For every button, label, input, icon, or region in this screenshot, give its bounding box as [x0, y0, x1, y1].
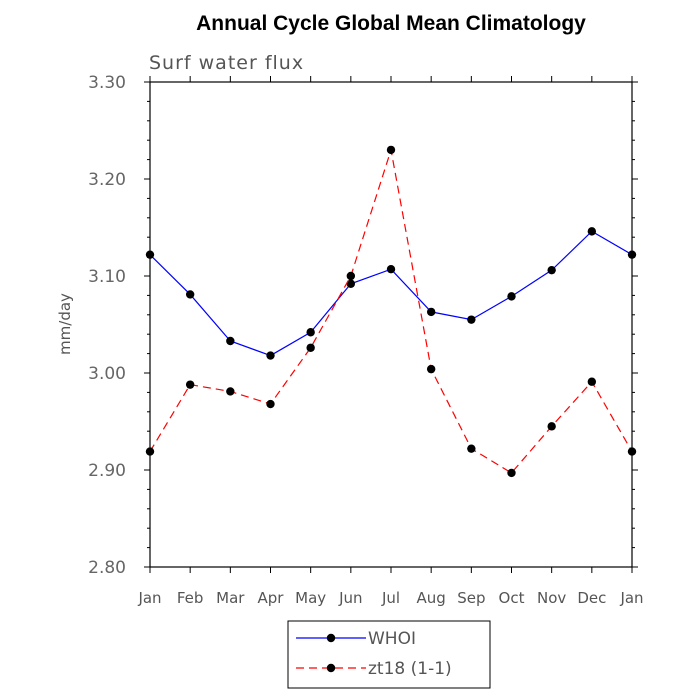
chart-subtitle: Surf water flux — [149, 52, 304, 74]
legend-box — [287, 620, 491, 689]
x-tick-label: Apr — [258, 589, 285, 607]
legend-label-1: zt18 (1-1) — [368, 659, 452, 679]
series-point-1 — [627, 447, 637, 456]
series-line-0 — [149, 230, 633, 357]
y-tick-label: 2.80 — [88, 558, 126, 578]
x-tick-label: Jan — [619, 589, 643, 607]
x-tick-label: Feb — [177, 589, 204, 607]
x-tick-label: Jul — [381, 589, 400, 607]
x-tick-label: Jun — [338, 589, 362, 607]
legend: WHOI zt18 (1-1) — [287, 620, 491, 689]
series-point-0 — [185, 290, 195, 299]
x-tick-label: Dec — [577, 589, 606, 607]
series-point-0 — [145, 250, 155, 259]
y-tick-label: 3.10 — [88, 267, 126, 287]
x-tick-label: Sep — [457, 589, 485, 607]
x-tick-label: Jan — [137, 589, 161, 607]
series-point-0 — [346, 279, 356, 288]
series-line-1 — [149, 149, 633, 474]
series-point-0 — [507, 292, 516, 301]
series-point-0 — [627, 250, 637, 259]
series-point-1 — [386, 145, 396, 155]
series-point-0 — [386, 265, 396, 274]
series-point-1 — [226, 387, 235, 396]
y-tick-label: 3.30 — [88, 73, 126, 93]
legend-marker-1 — [326, 663, 336, 673]
x-tick-label: Mar — [216, 589, 245, 607]
plot-area: 2.80 2.90 3.00 3.10 3.20 3.30 Jan Feb Mar Apr May J… — [88, 73, 643, 607]
series-point-0 — [587, 227, 597, 236]
series-point-1 — [587, 377, 597, 386]
series-point-1 — [306, 343, 315, 352]
series-point-0 — [226, 336, 235, 346]
series-point-1 — [426, 364, 436, 374]
series-point-1 — [145, 447, 155, 456]
series-point-1 — [467, 444, 476, 453]
series-point-0 — [426, 307, 436, 317]
series-point-1 — [507, 468, 516, 478]
y-tick-label: 2.90 — [88, 461, 126, 481]
series-point-0 — [306, 328, 315, 337]
series-point-1 — [185, 380, 195, 389]
series-point-1 — [346, 271, 356, 281]
x-tick-label: Oct — [499, 589, 525, 607]
chart-title: Annual Cycle Global Mean Climatology — [196, 12, 586, 35]
y-tick-label: 3.20 — [88, 170, 126, 190]
y-axis-label: mm/day — [56, 293, 74, 355]
series-point-0 — [547, 265, 556, 275]
plot-frame — [149, 81, 633, 568]
y-tick-label: 3.00 — [88, 364, 126, 384]
legend-label-0: WHOI — [368, 629, 416, 649]
series-point-0 — [266, 351, 275, 360]
series-point-0 — [467, 315, 476, 324]
series-point-1 — [266, 399, 275, 409]
x-tick-label: Nov — [537, 589, 566, 607]
x-tick-label: Aug — [417, 589, 446, 607]
x-tick-label: May — [295, 589, 326, 607]
series-point-1 — [547, 422, 556, 431]
legend-marker-0 — [326, 633, 336, 643]
